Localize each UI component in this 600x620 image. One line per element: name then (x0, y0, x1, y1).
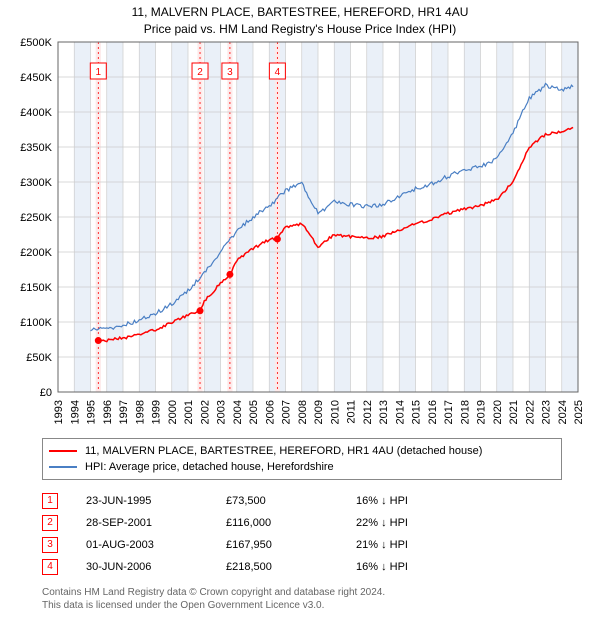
svg-text:£50K: £50K (26, 352, 52, 364)
svg-text:£200K: £200K (20, 247, 52, 259)
svg-text:1996: 1996 (102, 400, 114, 424)
cell-date: 01-AUG-2003 (86, 539, 226, 551)
cell-price: £116,000 (226, 517, 356, 529)
svg-text:2017: 2017 (443, 400, 455, 424)
svg-text:1998: 1998 (134, 400, 146, 424)
svg-text:£250K: £250K (20, 212, 52, 224)
cell-date: 23-JUN-1995 (86, 495, 226, 507)
cell-delta: 16% ↓ HPI (356, 495, 476, 507)
row-marker: 1 (42, 493, 58, 509)
svg-text:£350K: £350K (20, 142, 52, 154)
svg-text:2005: 2005 (248, 400, 260, 424)
legend-item-0: 11, MALVERN PLACE, BARTESTREE, HEREFORD,… (49, 443, 555, 459)
chart-container: 11, MALVERN PLACE, BARTESTREE, HEREFORD,… (0, 0, 600, 620)
sale-point-3 (226, 271, 233, 278)
cell-price: £167,950 (226, 539, 356, 551)
svg-text:£400K: £400K (20, 107, 52, 119)
legend-swatch (49, 450, 77, 452)
table-row: 4 30-JUN-2006£218,50016% ↓ HPI (42, 556, 562, 578)
footer-attribution: Contains HM Land Registry data © Crown c… (42, 586, 562, 612)
footer-line-2: This data is licensed under the Open Gov… (42, 599, 562, 612)
table-row: 2 28-SEP-2001£116,00022% ↓ HPI (42, 512, 562, 534)
footer-line-1: Contains HM Land Registry data © Crown c… (42, 586, 562, 599)
svg-text:2015: 2015 (411, 400, 423, 424)
sales-table: 123-JUN-1995£73,50016% ↓ HPI228-SEP-2001… (42, 490, 562, 578)
svg-text:2013: 2013 (378, 400, 390, 424)
table-row: 1 23-JUN-1995£73,50016% ↓ HPI (42, 490, 562, 512)
svg-text:2021: 2021 (508, 400, 520, 424)
svg-text:£450K: £450K (20, 72, 52, 84)
svg-text:2018: 2018 (459, 400, 471, 424)
svg-text:2001: 2001 (183, 400, 195, 424)
svg-text:1993: 1993 (53, 400, 65, 424)
row-marker: 4 (42, 559, 58, 575)
sale-point-4 (274, 236, 281, 243)
svg-text:1999: 1999 (151, 400, 163, 424)
svg-text:2: 2 (197, 67, 203, 78)
svg-text:2006: 2006 (264, 400, 276, 424)
cell-date: 28-SEP-2001 (86, 517, 226, 529)
svg-text:2009: 2009 (313, 400, 325, 424)
svg-text:3: 3 (227, 67, 233, 78)
svg-text:2025: 2025 (573, 400, 585, 424)
svg-text:1995: 1995 (86, 400, 98, 424)
sale-point-1 (95, 337, 102, 344)
legend-swatch (49, 466, 77, 468)
svg-text:2023: 2023 (541, 400, 553, 424)
svg-text:1997: 1997 (118, 400, 130, 424)
svg-text:£500K: £500K (20, 37, 52, 49)
svg-text:2016: 2016 (427, 400, 439, 424)
svg-text:2003: 2003 (216, 400, 228, 424)
svg-text:2004: 2004 (232, 400, 244, 424)
svg-text:£150K: £150K (20, 282, 52, 294)
svg-text:1: 1 (96, 67, 102, 78)
svg-text:2019: 2019 (476, 400, 488, 424)
svg-text:£100K: £100K (20, 317, 52, 329)
svg-text:2007: 2007 (281, 400, 293, 424)
legend-label: HPI: Average price, detached house, Here… (85, 461, 334, 473)
svg-text:£300K: £300K (20, 177, 52, 189)
legend-item-1: HPI: Average price, detached house, Here… (49, 459, 555, 475)
legend-label: 11, MALVERN PLACE, BARTESTREE, HEREFORD,… (85, 445, 482, 457)
svg-text:4: 4 (275, 67, 281, 78)
svg-text:£0: £0 (40, 387, 52, 399)
cell-price: £218,500 (226, 561, 356, 573)
svg-text:2010: 2010 (329, 400, 341, 424)
cell-delta: 16% ↓ HPI (356, 561, 476, 573)
svg-text:2011: 2011 (346, 400, 358, 424)
cell-price: £73,500 (226, 495, 356, 507)
row-marker: 2 (42, 515, 58, 531)
cell-delta: 22% ↓ HPI (356, 517, 476, 529)
row-marker: 3 (42, 537, 58, 553)
svg-text:2022: 2022 (524, 400, 536, 424)
svg-text:2024: 2024 (557, 400, 569, 424)
table-row: 3 01-AUG-2003£167,95021% ↓ HPI (42, 534, 562, 556)
price-chart: £0 £50K £100K £150K £200K £250K £300K £350K £400… (0, 0, 600, 430)
sale-point-2 (197, 307, 204, 314)
legend: 11, MALVERN PLACE, BARTESTREE, HEREFORD,… (42, 438, 562, 480)
svg-text:2008: 2008 (297, 400, 309, 424)
svg-text:2002: 2002 (199, 400, 211, 424)
svg-text:1994: 1994 (69, 400, 81, 424)
svg-text:2012: 2012 (362, 400, 374, 424)
cell-delta: 21% ↓ HPI (356, 539, 476, 551)
cell-date: 30-JUN-2006 (86, 561, 226, 573)
svg-text:2020: 2020 (492, 400, 504, 424)
svg-text:2014: 2014 (394, 400, 406, 424)
svg-text:2000: 2000 (167, 400, 179, 424)
